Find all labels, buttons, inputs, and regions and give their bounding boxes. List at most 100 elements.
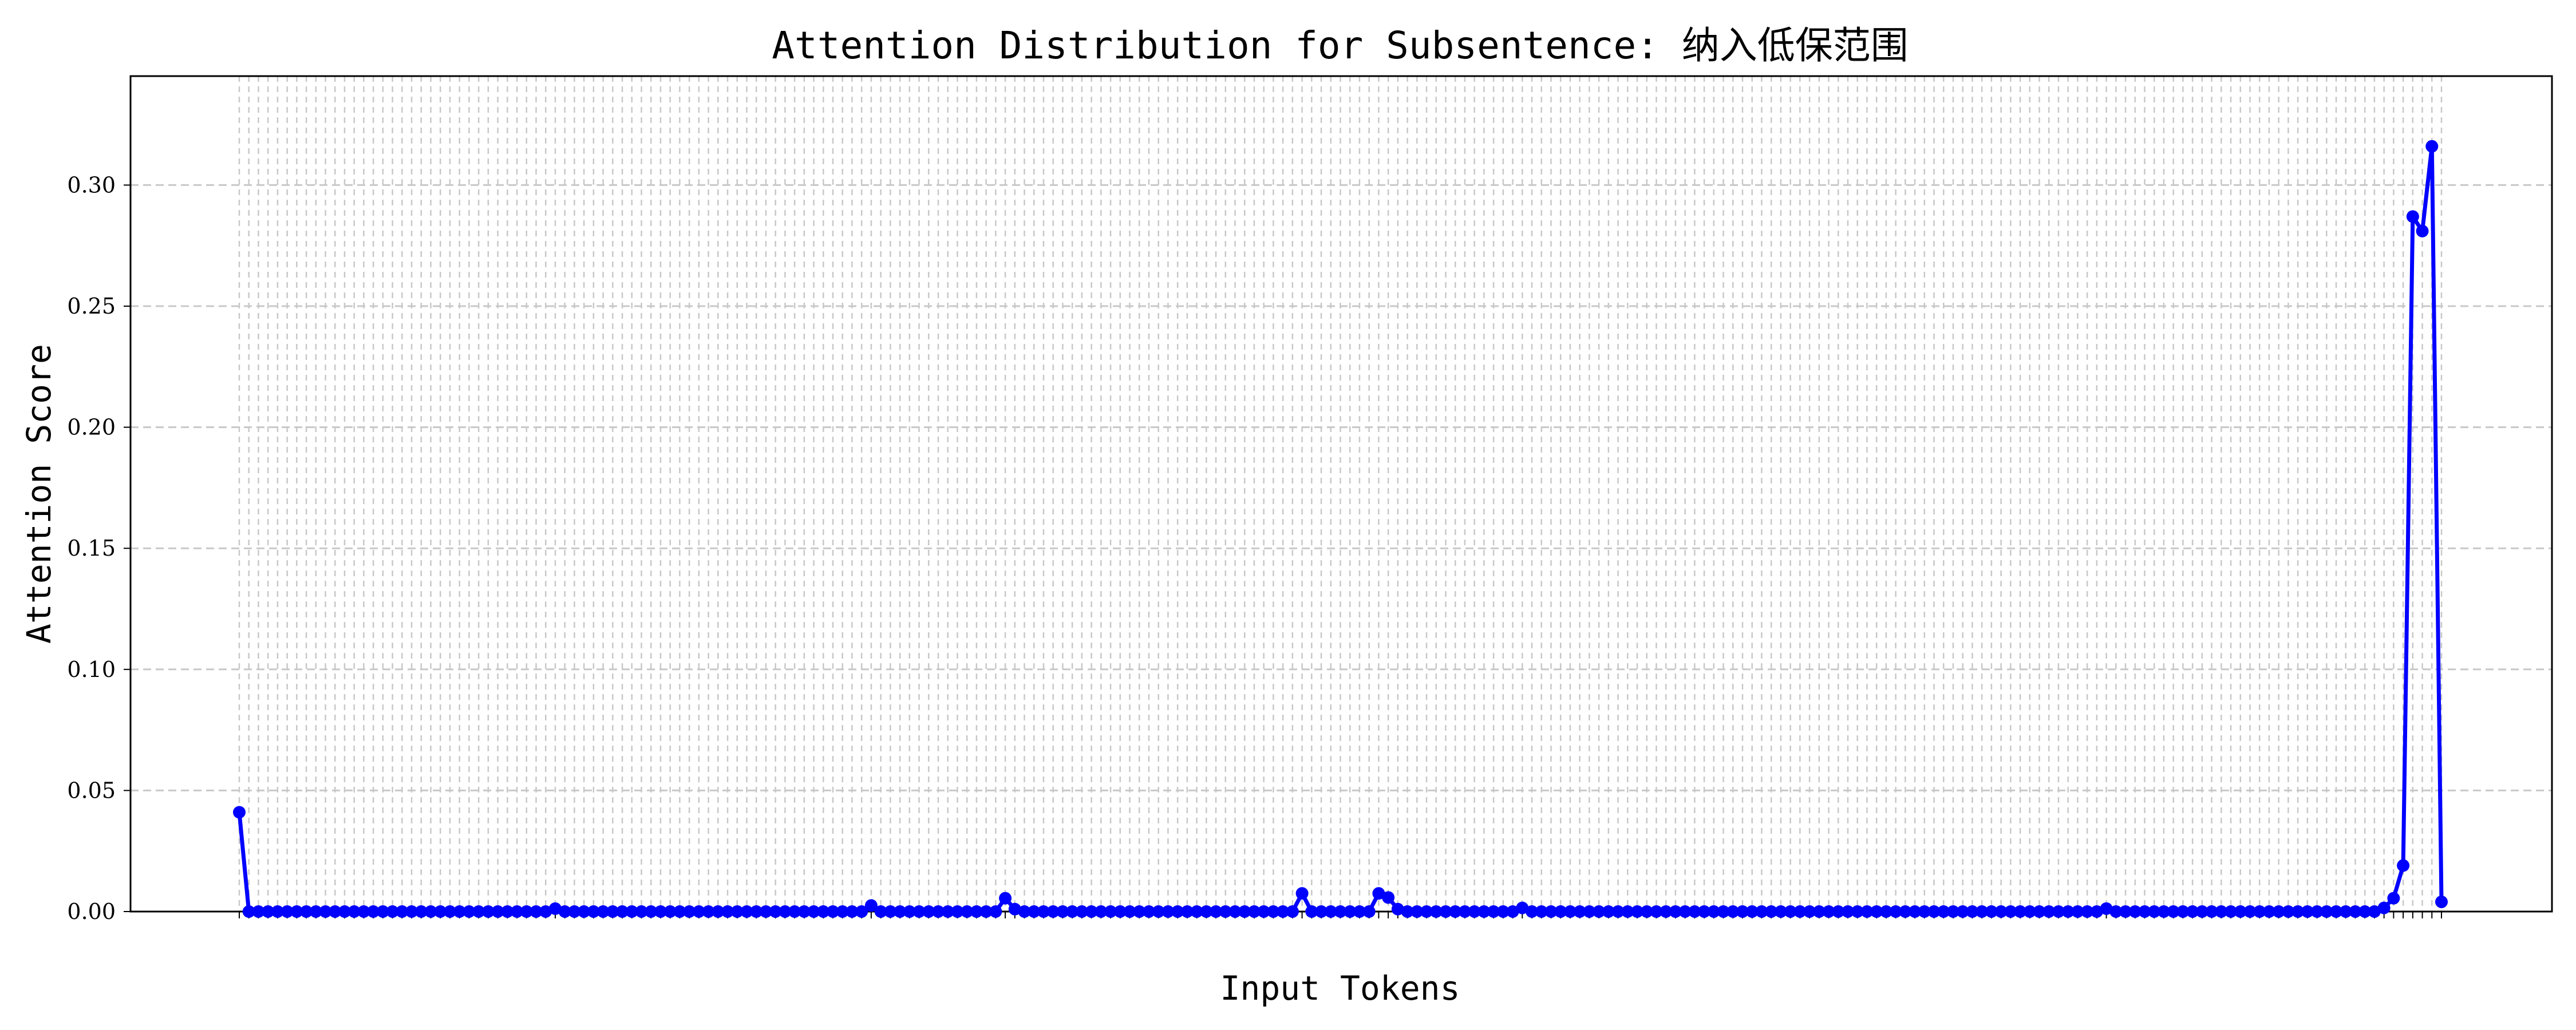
data-point: [1851, 905, 1864, 918]
data-point: [443, 905, 456, 918]
data-point: [1018, 905, 1031, 918]
data-point: [424, 905, 437, 918]
data-point: [548, 902, 562, 915]
data-point: [242, 905, 255, 918]
data-point: [1563, 905, 1577, 918]
data-point: [1707, 905, 1720, 918]
data-point: [817, 905, 830, 918]
data-point: [1152, 905, 1165, 918]
y-tick-label: 0.30: [67, 172, 116, 197]
data-point: [1860, 905, 1874, 918]
data-point: [1353, 905, 1366, 918]
data-point: [1056, 905, 1069, 918]
data-point: [376, 905, 389, 918]
data-point: [864, 899, 878, 912]
data-point: [1477, 905, 1491, 918]
data-point: [903, 905, 916, 918]
data-point: [1238, 905, 1251, 918]
data-point: [338, 905, 351, 918]
data-point: [1765, 905, 1778, 918]
data-point: [1611, 905, 1625, 918]
data-point: [1075, 905, 1088, 918]
data-point: [2138, 905, 2151, 918]
data-point: [1277, 905, 1290, 918]
data-point: [2090, 905, 2103, 918]
data-point: [2109, 905, 2123, 918]
data-point: [979, 905, 993, 918]
data-point: [645, 905, 658, 918]
data-point: [2100, 902, 2113, 915]
data-point: [1429, 905, 1443, 918]
data-point: [2243, 905, 2257, 918]
data-point: [712, 905, 725, 918]
data-point: [520, 905, 533, 918]
data-point: [2071, 905, 2084, 918]
data-point: [347, 905, 361, 918]
data-point: [558, 905, 571, 918]
data-point: [1113, 905, 1127, 918]
data-point: [530, 905, 543, 918]
data-point: [1344, 905, 1357, 918]
data-point: [1650, 905, 1663, 918]
data-point: [1593, 905, 1606, 918]
data-point: [1621, 905, 1634, 918]
data-point: [2148, 905, 2161, 918]
data-point: [2157, 905, 2170, 918]
data-point: [807, 905, 820, 918]
data-point: [1717, 905, 1730, 918]
data-point: [1918, 905, 1931, 918]
data-point: [1257, 905, 1270, 918]
data-point: [894, 905, 907, 918]
data-point: [721, 905, 734, 918]
data-point: [2081, 905, 2094, 918]
data-point: [941, 905, 954, 918]
data-point: [1295, 887, 1309, 900]
data-point: [501, 905, 514, 918]
data-point: [1391, 902, 1404, 916]
data-point: [999, 892, 1012, 905]
data-point: [463, 905, 476, 918]
data-point: [625, 905, 638, 918]
data-point: [730, 905, 744, 918]
data-point: [827, 905, 840, 918]
data-point: [1315, 905, 1328, 918]
data-point: [511, 905, 524, 918]
data-point: [1535, 905, 1548, 918]
data-point: [1516, 901, 1529, 914]
data-point: [2061, 905, 2075, 918]
data-point: [2253, 905, 2266, 918]
data-point: [1362, 905, 1376, 918]
data-point: [1879, 905, 1893, 918]
data-point: [1937, 905, 1950, 918]
data-point: [1133, 905, 1146, 918]
data-point: [271, 905, 284, 918]
data-point: [1066, 905, 1079, 918]
data-point: [578, 905, 591, 918]
data-point: [1008, 902, 1021, 916]
data-point: [1487, 905, 1500, 918]
data-point: [1247, 905, 1261, 918]
data-point: [2262, 905, 2275, 918]
data-point: [2033, 905, 2046, 918]
data-point: [434, 905, 447, 918]
data-point: [1506, 905, 1519, 918]
data-point: [1688, 905, 1701, 918]
data-point: [1870, 905, 1883, 918]
data-point: [252, 905, 265, 918]
data-point: [663, 905, 677, 918]
data-point: [2377, 901, 2391, 914]
data-point: [769, 905, 782, 918]
data-point: [797, 905, 811, 918]
data-point: [2042, 905, 2056, 918]
data-point: [1554, 905, 1567, 918]
data-point: [2234, 905, 2247, 918]
data-point: [280, 905, 294, 918]
data-point: [300, 905, 313, 918]
data-point: [1889, 905, 1902, 918]
data-point: [673, 905, 686, 918]
data-point: [1190, 905, 1203, 918]
grid-layer: [131, 76, 2552, 913]
data-point: [1286, 905, 1299, 918]
data-point: [1171, 905, 1184, 918]
data-point: [2406, 210, 2419, 223]
